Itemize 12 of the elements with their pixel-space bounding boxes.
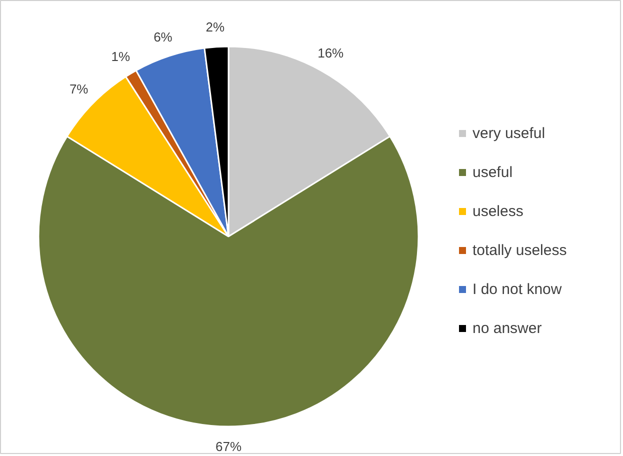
- legend-label: totally useless: [472, 242, 567, 259]
- legend-label: useful: [472, 164, 513, 181]
- data-label: 2%: [206, 19, 226, 34]
- data-label: 67%: [215, 439, 242, 454]
- data-label: 1%: [111, 48, 130, 64]
- data-label: 7%: [69, 82, 89, 97]
- data-label: 6%: [154, 29, 173, 44]
- legend-label: useless: [472, 203, 524, 220]
- legend-label: no answer: [472, 320, 542, 337]
- legend-label: I do not know: [472, 281, 562, 298]
- data-label: 16%: [318, 45, 344, 60]
- legend-label: very useful: [472, 125, 546, 142]
